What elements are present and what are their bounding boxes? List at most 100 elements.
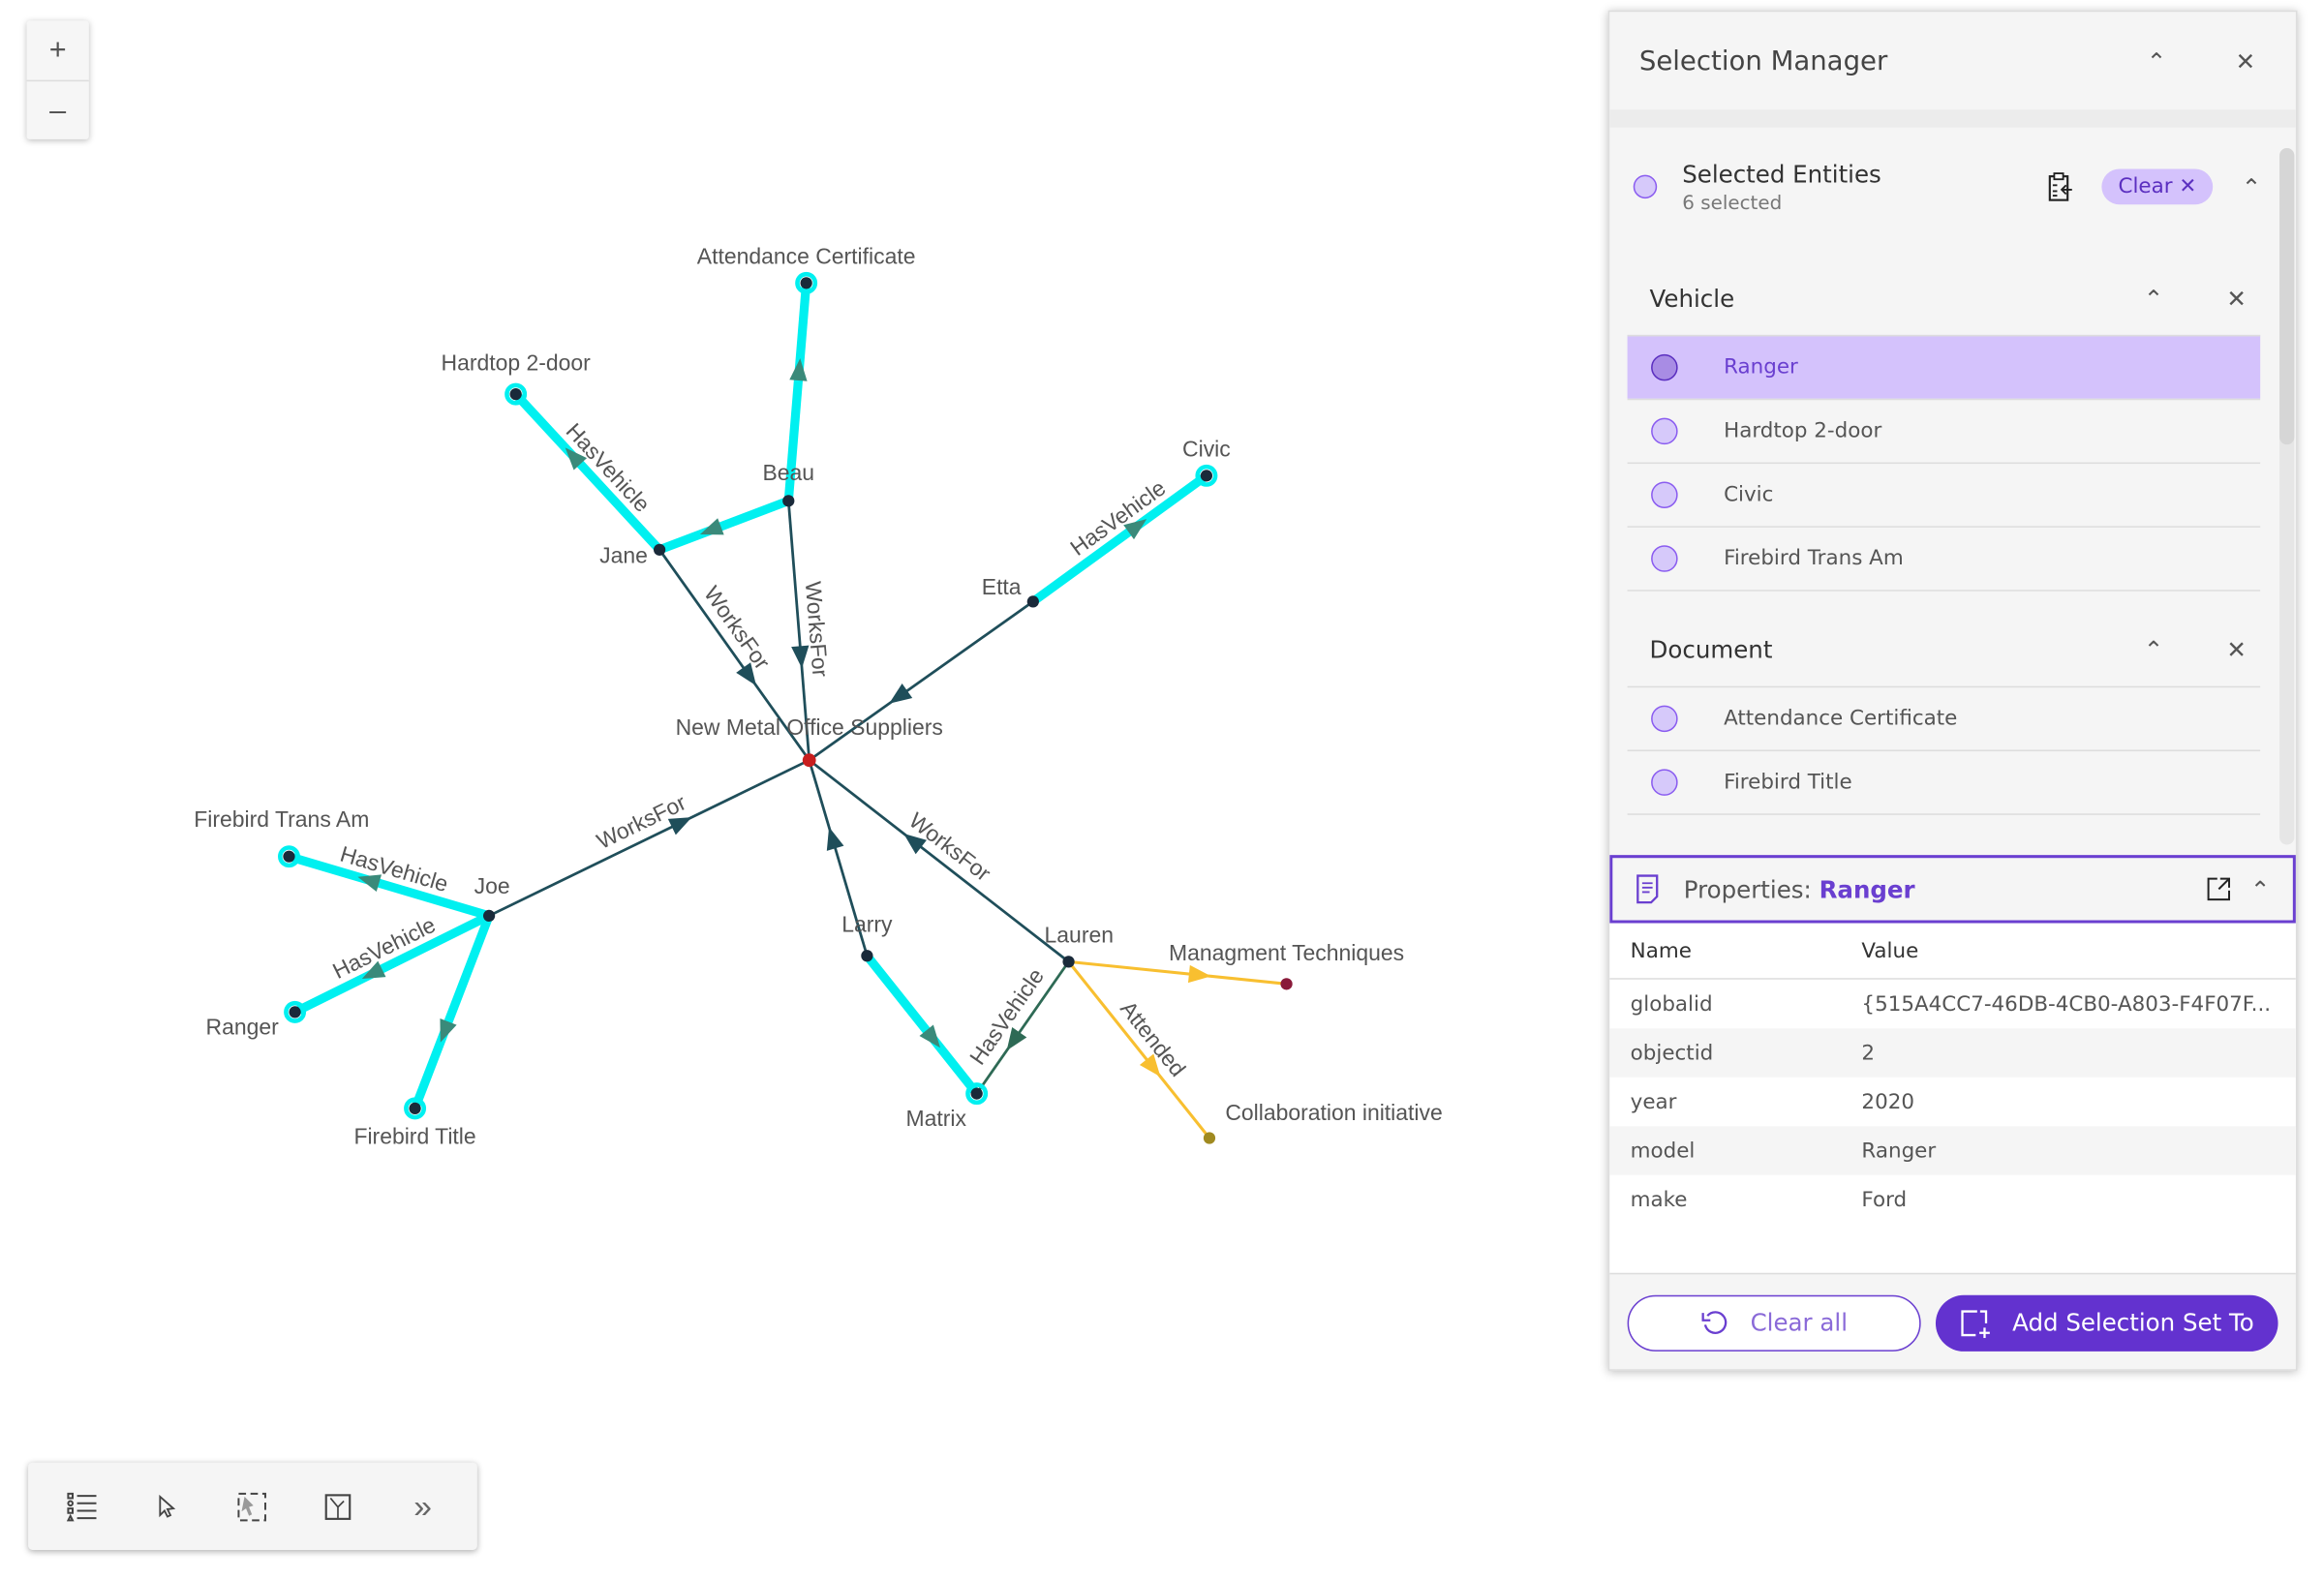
node-label: Lauren bbox=[1045, 922, 1114, 947]
node-hardtop[interactable] bbox=[509, 388, 522, 401]
edge-jane-hardtop[interactable] bbox=[512, 391, 663, 553]
edge-lauren-matrix[interactable] bbox=[975, 960, 1070, 1095]
edge-lauren-mgmt[interactable] bbox=[1068, 959, 1287, 986]
edge-etta-civic[interactable] bbox=[1030, 471, 1209, 606]
edge-lauren-nmos[interactable] bbox=[808, 759, 1070, 963]
node-joe[interactable] bbox=[482, 909, 496, 923]
collapse-properties-button[interactable]: ⌃ bbox=[2249, 874, 2271, 903]
edge-label: WorksFor bbox=[801, 580, 834, 678]
layout-icon bbox=[324, 1493, 352, 1520]
remove-group-button[interactable]: ✕ bbox=[2226, 284, 2247, 313]
list-item[interactable]: Attendance Certificate bbox=[1627, 685, 2261, 750]
group-document: Document ⌃ ✕ Attendance Certificate Firebird… bbox=[1627, 612, 2261, 815]
edge-joe-ranger[interactable] bbox=[292, 911, 492, 1017]
node-halo bbox=[505, 382, 528, 406]
node-label: Beau bbox=[762, 460, 814, 485]
edge-larry-nmos[interactable] bbox=[808, 759, 869, 957]
node-halo bbox=[404, 1097, 427, 1120]
entity-circle-icon bbox=[1651, 417, 1678, 445]
clear-label: Clear bbox=[2118, 174, 2173, 199]
properties-icon bbox=[1636, 874, 1659, 904]
node-jane[interactable] bbox=[653, 543, 666, 556]
list-item[interactable]: Hardtop 2-door bbox=[1627, 398, 2261, 463]
edge-arrow bbox=[667, 817, 692, 836]
expand-toolbar-button[interactable]: » bbox=[393, 1476, 452, 1535]
edge-arrow bbox=[699, 518, 724, 535]
properties-header: Properties: Ranger ⌃ bbox=[1609, 855, 2296, 924]
node-label: New Metal Office Suppliers bbox=[676, 714, 943, 740]
node-mgmt[interactable] bbox=[1280, 978, 1293, 990]
panel-scrollbar[interactable] bbox=[2279, 148, 2295, 845]
edge-arrow bbox=[826, 827, 844, 851]
edge-joe-firetitle[interactable] bbox=[411, 914, 494, 1110]
edge-beau-attcert[interactable] bbox=[783, 282, 811, 501]
zoom-out-button[interactable]: – bbox=[26, 79, 89, 141]
clipboard-icon bbox=[2049, 172, 2073, 201]
zoom-controls: + – bbox=[26, 20, 89, 141]
node-label: Ranger bbox=[206, 1014, 280, 1039]
node-attcert[interactable] bbox=[800, 277, 812, 289]
property-value: Ford bbox=[1861, 1187, 1908, 1212]
edge-arrow bbox=[361, 960, 386, 980]
list-item[interactable]: Firebird Title bbox=[1627, 749, 2261, 813]
node-civic[interactable] bbox=[1200, 470, 1213, 482]
lasso-select-button[interactable] bbox=[223, 1476, 282, 1535]
property-value: 2 bbox=[1861, 1041, 1876, 1065]
edge-larry-matrix[interactable] bbox=[863, 953, 981, 1097]
open-external-button[interactable] bbox=[2198, 868, 2240, 910]
properties-entity: Ranger bbox=[1819, 874, 1915, 903]
collapse-selected-button[interactable]: ⌃ bbox=[2241, 172, 2262, 201]
table-row: globalid {515A4CC7-46DB-4CB0-A803-F4F07F.… bbox=[1609, 980, 2296, 1029]
clipboard-button[interactable] bbox=[2039, 166, 2081, 207]
entity-label: Firebird Trans Am bbox=[1724, 546, 1904, 571]
remove-group-button[interactable]: ✕ bbox=[2226, 634, 2247, 663]
close-panel-button[interactable]: ✕ bbox=[2235, 46, 2256, 76]
list-item[interactable]: Civic bbox=[1627, 462, 2261, 527]
entity-label: Firebird Title bbox=[1724, 770, 1852, 795]
clear-selection-chip[interactable]: Clear ✕ bbox=[2101, 168, 2214, 205]
group-title: Document bbox=[1649, 634, 1773, 663]
list-item[interactable]: Firebird Trans Am bbox=[1627, 526, 2261, 590]
collapse-panel-button[interactable]: ⌃ bbox=[2146, 46, 2167, 76]
edge-jane-nmos[interactable] bbox=[657, 549, 810, 761]
edge-joe-firebird[interactable] bbox=[288, 852, 491, 921]
edge-lauren-collab[interactable] bbox=[1067, 960, 1211, 1139]
node-matrix[interactable] bbox=[970, 1087, 983, 1100]
node-ranger[interactable] bbox=[289, 1006, 301, 1018]
edge-joe-nmos[interactable] bbox=[488, 758, 810, 918]
entity-circle-icon bbox=[1651, 769, 1678, 796]
selected-count: 6 selected bbox=[1682, 192, 1783, 215]
node-beau[interactable] bbox=[782, 495, 795, 507]
node-label: Managment Techniques bbox=[1169, 940, 1404, 965]
add-set-label: Add Selection Set To bbox=[2012, 1308, 2254, 1337]
selection-circle-icon bbox=[1633, 174, 1658, 199]
edge-arrow bbox=[889, 684, 913, 704]
add-selection-set-button[interactable]: Add Selection Set To bbox=[1935, 1293, 2278, 1352]
edge-arrow bbox=[1006, 1027, 1027, 1051]
node-firetitle[interactable] bbox=[409, 1102, 421, 1115]
node-collab[interactable] bbox=[1203, 1132, 1216, 1144]
edge-arrow bbox=[791, 645, 810, 669]
layout-button[interactable] bbox=[308, 1476, 367, 1535]
edge-arrow bbox=[919, 1024, 940, 1048]
header-value: Value bbox=[1861, 938, 1919, 963]
node-nmos[interactable] bbox=[802, 753, 816, 768]
edge-etta-nmos[interactable] bbox=[808, 600, 1034, 762]
collapse-group-button[interactable]: ⌃ bbox=[2143, 284, 2164, 313]
selection-manager-panel: Selection Manager ⌃ ✕ Selected Entities … bbox=[1607, 10, 2298, 1371]
node-label: Joe bbox=[474, 873, 510, 898]
edge-beau-nmos[interactable] bbox=[786, 501, 811, 761]
collapse-group-button[interactable]: ⌃ bbox=[2143, 634, 2164, 663]
zoom-in-button[interactable]: + bbox=[48, 33, 67, 67]
list-item[interactable]: Ranger bbox=[1627, 334, 2261, 399]
list-button[interactable] bbox=[53, 1476, 112, 1535]
edge-beau-jane[interactable] bbox=[657, 497, 790, 555]
node-firebird[interactable] bbox=[283, 850, 295, 863]
node-etta[interactable] bbox=[1026, 595, 1039, 608]
node-lauren[interactable] bbox=[1062, 956, 1075, 968]
node-larry[interactable] bbox=[861, 950, 873, 962]
node-label: Civic bbox=[1182, 436, 1231, 461]
clear-all-button[interactable]: Clear all bbox=[1627, 1293, 1920, 1352]
select-button[interactable] bbox=[138, 1476, 197, 1535]
